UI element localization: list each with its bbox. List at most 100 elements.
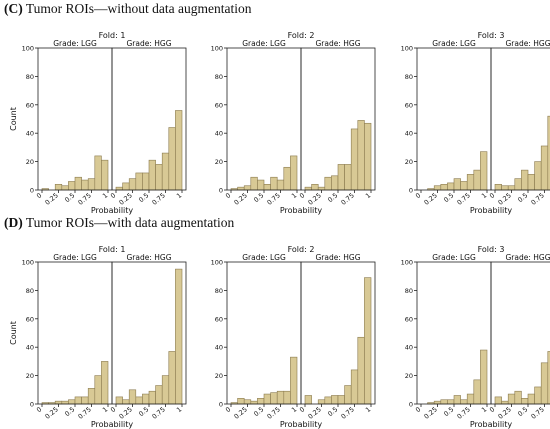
histogram-bar (344, 164, 352, 191)
x-tick-label: 0.5 (326, 405, 339, 418)
y-tick-label: 100 (22, 259, 34, 267)
y-tick-label: 40 (405, 344, 413, 352)
histogram-bar (270, 176, 278, 191)
panel-title: Grade: LGG (432, 39, 476, 48)
histogram-bar (507, 185, 516, 191)
histogram-bar (324, 396, 332, 405)
histogram-bar (527, 174, 535, 191)
x-tick-label: 0.75 (340, 405, 356, 420)
histogram-bar (433, 185, 442, 191)
y-tick-label: 40 (215, 344, 223, 352)
histogram-bar (74, 396, 82, 405)
histogram-bar (263, 184, 271, 191)
panel-lgg: Grade: LGG 0 0.25 0.5 0.75 1 (35, 253, 113, 421)
x-tick-label: 0.5 (63, 405, 76, 418)
x-tick-label: 0.25 (44, 405, 60, 420)
y-tick-label: 20 (215, 372, 223, 380)
x-tick-label: 0.75 (456, 191, 472, 206)
histogram-bar (540, 362, 549, 405)
panel-title: Grade: HGG (126, 39, 171, 48)
histogram-bar (101, 361, 109, 405)
histogram-bar (447, 182, 455, 191)
x-tick-label: 1 (480, 405, 488, 414)
x-tick-label: 0.75 (456, 405, 472, 420)
x-tick-label: 1 (175, 405, 183, 414)
histogram-bar (440, 399, 448, 405)
panel-title: Grade: LGG (432, 253, 476, 262)
x-tick-label: 0.75 (151, 191, 167, 206)
x-tick-label: 0.75 (77, 191, 93, 206)
y-tick-label: 40 (26, 130, 34, 138)
histogram-bar (466, 174, 475, 191)
histogram-bar (324, 176, 332, 191)
histogram-bar (466, 393, 475, 405)
histogram-bar (270, 392, 278, 405)
fold-title: Fold: 3 (478, 245, 505, 254)
histogram-bar (175, 268, 183, 405)
histogram-bar (473, 169, 481, 191)
x-tick-label: 1 (364, 405, 372, 414)
x-tick-label: 0 (414, 405, 422, 414)
histogram-bar (364, 277, 372, 405)
x-tick-label: 0 (298, 191, 306, 200)
y-tick-label: 0 (30, 187, 34, 195)
y-tick-label: 80 (405, 73, 413, 81)
histogram-bar (507, 393, 516, 405)
histogram-bar (148, 159, 156, 191)
histogram-bar (142, 393, 150, 405)
fold-title: Fold: 2 (288, 31, 315, 40)
x-tick-label: 0 (35, 405, 43, 414)
x-tick-label: 0.25 (233, 191, 249, 206)
histogram-bar (453, 395, 461, 405)
x-tick-label: 0.25 (497, 191, 513, 206)
histogram-bar (276, 179, 285, 191)
y-tick-label: 40 (405, 130, 413, 138)
x-tick-label: 0.25 (497, 405, 513, 420)
panel-frame (416, 47, 492, 191)
y-tick-label: 60 (26, 315, 34, 323)
histogram-bar (87, 388, 96, 405)
histogram-bar (148, 390, 156, 405)
histogram-bar (317, 186, 326, 191)
x-tick-label: 0.5 (516, 191, 529, 204)
y-tick-label: 20 (215, 158, 223, 166)
x-tick-label: 0.75 (340, 191, 356, 206)
panel-lgg: Grade: LGG 0 0.25 0.5 0.75 1 (224, 39, 302, 207)
panel-title: Grade: LGG (53, 39, 97, 48)
histogram-bar (237, 398, 245, 405)
x-tick-label: 0 (109, 405, 117, 414)
y-tick-label: 0 (219, 401, 223, 409)
histogram-bar (161, 375, 170, 405)
panel-title: Grade: HGG (315, 39, 360, 48)
panel-lgg: Grade: LGG 0 0.25 0.5 0.75 1 (224, 253, 302, 421)
y-tick-label: 80 (405, 287, 413, 295)
histogram-bar (128, 389, 137, 405)
histogram-bar (364, 122, 372, 191)
histogram-bar (480, 349, 488, 405)
y-tick-label: 20 (405, 158, 413, 166)
histogram-bar (135, 396, 143, 405)
histogram-bar (344, 385, 352, 405)
histogram-bar (257, 179, 265, 191)
section-c-text: Tumor ROIs—without data augmentation (23, 1, 252, 16)
histogram-bar (115, 186, 123, 191)
histogram-bar (494, 396, 502, 405)
histogram-bar (547, 115, 550, 191)
y-tick-label: 60 (26, 101, 34, 109)
histogram-bar (61, 400, 69, 405)
histogram-bar (94, 375, 102, 405)
histogram-bar (283, 390, 291, 405)
histogram-bar (276, 390, 285, 405)
y-tick-label: 80 (26, 287, 34, 295)
x-tick-label: 0.5 (252, 405, 265, 418)
histogram-bar (317, 399, 326, 405)
histogram-bar (453, 178, 461, 191)
x-tick-label: 1 (364, 191, 372, 200)
x-tick-label: 0.5 (63, 191, 76, 204)
x-tick-label: 0.5 (442, 191, 455, 204)
histogram-bar (547, 351, 550, 405)
x-tick-label: 0 (414, 191, 422, 200)
x-tick-label: 1 (290, 405, 298, 414)
y-tick-label: 100 (211, 45, 223, 53)
